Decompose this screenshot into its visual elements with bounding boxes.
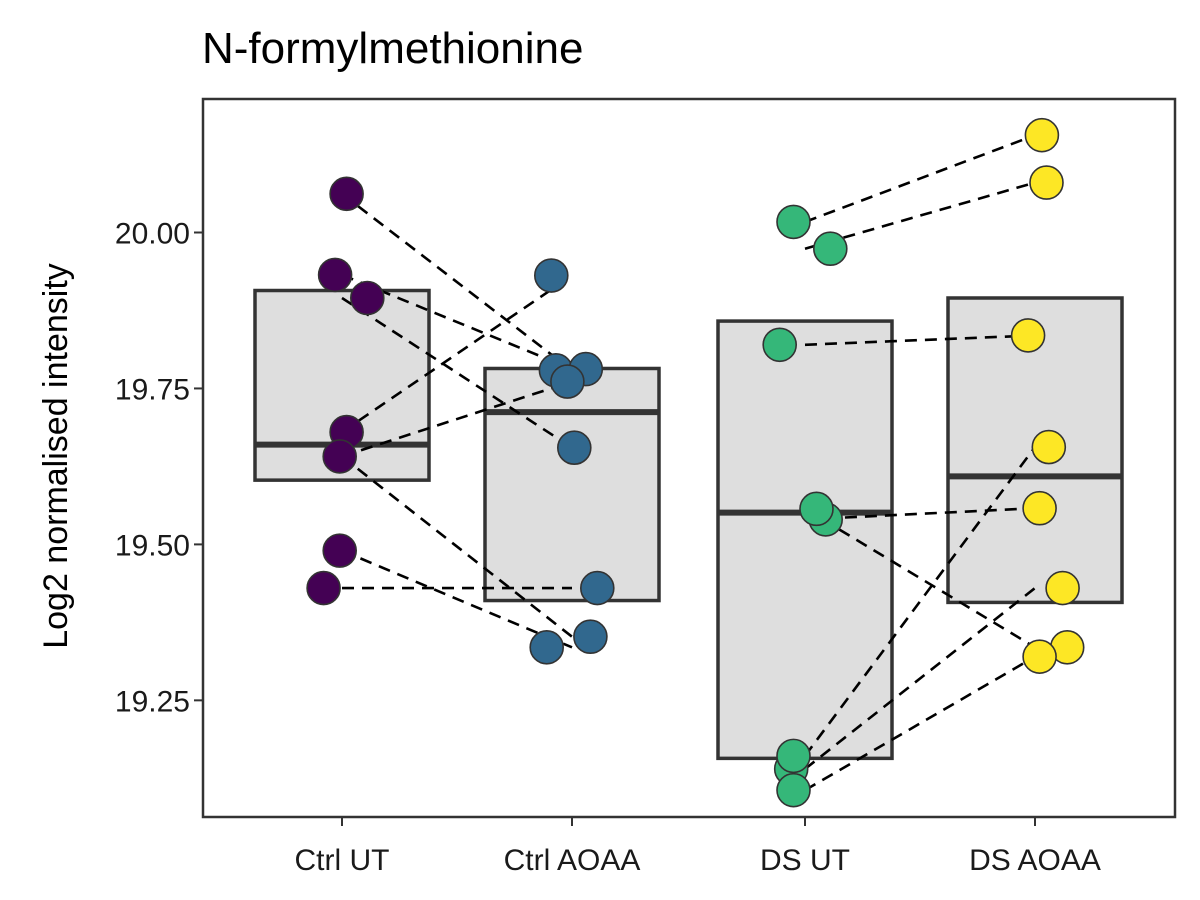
- x-tick-label: DS UT: [760, 844, 850, 877]
- data-point: [306, 570, 341, 606]
- data-point: [799, 491, 834, 527]
- y-tick-label: 20.00: [115, 217, 190, 250]
- data-point: [1029, 165, 1064, 200]
- pair-line: [804, 133, 1036, 224]
- data-point: [322, 533, 358, 568]
- data-point: [1024, 117, 1060, 153]
- data-point: [776, 772, 811, 808]
- pair-lines-layer: [341, 133, 1037, 792]
- x-tick-label: Ctrl AOAA: [504, 844, 641, 877]
- data-point: [776, 204, 811, 240]
- x-tick-label: Ctrl UT: [295, 844, 390, 877]
- data-point: [1022, 639, 1057, 674]
- data-point: [556, 430, 592, 466]
- pair-line: [803, 446, 1037, 757]
- chart-title: N-formylmethionine: [202, 24, 583, 73]
- data-point: [550, 364, 585, 399]
- pair-line: [341, 192, 573, 372]
- pair-line: [804, 655, 1036, 792]
- box: [483, 366, 661, 603]
- y-axis-label: Log2 normalised intensity: [37, 263, 75, 649]
- pair-line: [341, 380, 573, 458]
- pair-line: [341, 274, 573, 434]
- y-axis: 19.25 19.50 19.75 20.00: [115, 217, 203, 718]
- data-point: [322, 439, 358, 474]
- data-point: [776, 738, 811, 774]
- data-point: [1045, 570, 1080, 606]
- plot-panel-border: [201, 97, 1177, 819]
- pair-line: [341, 549, 573, 649]
- y-tick-label: 19.25: [115, 685, 190, 718]
- data-point: [762, 327, 798, 363]
- data-point: [1010, 318, 1046, 353]
- pair-line: [804, 506, 1036, 521]
- pair-line: [804, 587, 1036, 770]
- pair-line: [804, 334, 1036, 347]
- data-point: [329, 176, 364, 212]
- data-point: [573, 619, 608, 655]
- data-point: [529, 630, 565, 665]
- points-layer: [306, 117, 1085, 808]
- y-tick-label: 19.75: [115, 373, 190, 406]
- data-point: [349, 280, 385, 316]
- data-point: [533, 258, 569, 293]
- x-axis: Ctrl UT Ctrl AOAA DS UT DS AOAA: [295, 817, 1101, 877]
- data-point: [1031, 429, 1067, 465]
- pair-line: [341, 296, 573, 449]
- pair-line: [341, 455, 573, 638]
- y-tick-label: 19.50: [115, 529, 190, 562]
- pair-line: [804, 507, 1036, 649]
- data-point: [812, 231, 848, 267]
- x-tick-label: DS AOAA: [969, 844, 1101, 877]
- data-point: [317, 257, 353, 293]
- box: [716, 319, 894, 761]
- data-point: [579, 570, 615, 606]
- boxes-layer: [253, 288, 1124, 761]
- data-point: [1022, 490, 1057, 526]
